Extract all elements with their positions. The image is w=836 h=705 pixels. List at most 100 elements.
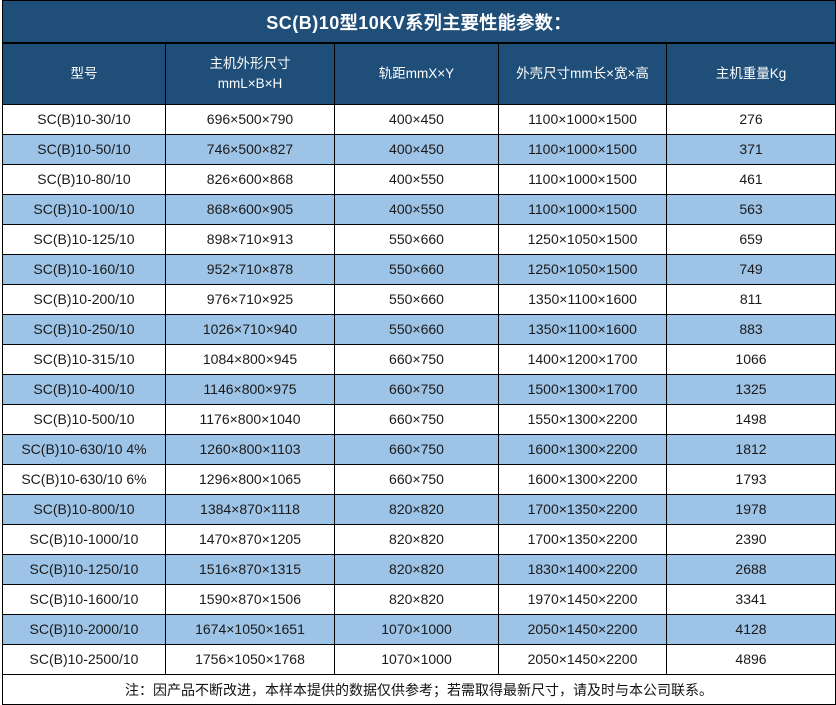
cell-host-dimensions: 952×710×878 [166, 255, 335, 284]
cell-shell-dimensions: 1400×1200×1700 [499, 345, 667, 374]
cell-host-dimensions: 1590×870×1506 [166, 585, 335, 614]
table-row: SC(B)10-400/10 1146×800×975 660×750 1500… [3, 375, 835, 405]
cell-model: SC(B)10-80/10 [3, 165, 166, 194]
table-row: SC(B)10-1250/10 1516×870×1315 820×820 18… [3, 555, 835, 585]
cell-host-dimensions: 1026×710×940 [166, 315, 335, 344]
cell-model: SC(B)10-800/10 [3, 495, 166, 524]
table-row: SC(B)10-800/10 1384×870×1118 820×820 170… [3, 495, 835, 525]
cell-shell-dimensions: 1600×1300×2200 [499, 465, 667, 494]
cell-shell-dimensions: 2050×1450×2200 [499, 645, 667, 674]
spec-table: 型号 主机外形尺寸 mmL×B×H 轨距mmX×Y 外壳尺寸mm长×宽×高 主机… [2, 43, 836, 705]
cell-rail-gauge: 400×550 [335, 165, 499, 194]
cell-model: SC(B)10-315/10 [3, 345, 166, 374]
header-weight: 主机重量Kg [715, 66, 787, 82]
cell-shell-dimensions: 1830×1400×2200 [499, 555, 667, 584]
cell-weight: 811 [739, 291, 763, 308]
table-row: SC(B)10-1600/10 1590×870×1506 820×820 19… [3, 585, 835, 615]
cell-rail-gauge: 820×820 [335, 525, 499, 554]
cell-weight: 659 [739, 231, 763, 248]
cell-model: SC(B)10-2500/10 [3, 645, 166, 674]
cell-model: SC(B)10-250/10 [3, 315, 166, 344]
cell-model: SC(B)10-2000/10 [3, 615, 166, 644]
cell-rail-gauge: 820×820 [335, 555, 499, 584]
cell-rail-gauge: 400×550 [335, 195, 499, 224]
cell-weight: 883 [739, 321, 763, 338]
cell-host-dimensions: 1674×1050×1651 [166, 615, 335, 644]
cell-rail-gauge: 1070×1000 [335, 615, 499, 644]
cell-rail-gauge: 820×820 [335, 495, 499, 524]
cell-host-dimensions: 1146×800×975 [166, 375, 335, 404]
cell-host-dimensions: 868×600×905 [166, 195, 335, 224]
cell-weight: 2390 [735, 531, 767, 548]
cell-weight: 3341 [735, 591, 767, 608]
table-row: SC(B)10-2500/10 1756×1050×1768 1070×1000… [3, 645, 835, 675]
table-row: SC(B)10-630/10 4% 1260×800×1103 660×750 … [3, 435, 835, 465]
table-row: SC(B)10-315/10 1084×800×945 660×750 1400… [3, 345, 835, 375]
cell-host-dimensions: 1260×800×1103 [166, 435, 335, 464]
table-row: SC(B)10-125/10 898×710×913 550×660 1250×… [3, 225, 835, 255]
cell-rail-gauge: 550×660 [335, 225, 499, 254]
cell-model: SC(B)10-1600/10 [3, 585, 166, 614]
cell-model: SC(B)10-630/10 6% [3, 465, 166, 494]
cell-model: SC(B)10-30/10 [3, 105, 166, 134]
cell-rail-gauge: 660×750 [335, 345, 499, 374]
cell-rail-gauge: 660×750 [335, 375, 499, 404]
cell-weight: 1498 [735, 411, 767, 428]
cell-weight: 1812 [735, 441, 767, 458]
table-header-row: 型号 主机外形尺寸 mmL×B×H 轨距mmX×Y 外壳尺寸mm长×宽×高 主机… [3, 44, 835, 105]
footer-note: 注：因产品不断改进，本样本提供的数据仅供参考；若需取得最新尺寸，请及时与本公司联… [3, 675, 835, 704]
cell-weight: 276 [739, 111, 763, 128]
table-row: SC(B)10-80/10 826×600×868 400×550 1100×1… [3, 165, 835, 195]
table-row: SC(B)10-500/10 1176×800×1040 660×750 155… [3, 405, 835, 435]
cell-weight: 1793 [735, 471, 767, 488]
cell-model: SC(B)10-125/10 [3, 225, 166, 254]
cell-shell-dimensions: 1250×1050×1500 [499, 225, 667, 254]
cell-rail-gauge: 400×450 [335, 105, 499, 134]
cell-shell-dimensions: 1100×1000×1500 [499, 195, 667, 224]
cell-model: SC(B)10-1250/10 [3, 555, 166, 584]
cell-shell-dimensions: 2050×1450×2200 [499, 615, 667, 644]
cell-shell-dimensions: 1700×1350×2200 [499, 525, 667, 554]
header-model: 型号 [3, 44, 166, 104]
cell-model: SC(B)10-500/10 [3, 405, 166, 434]
cell-host-dimensions: 1516×870×1315 [166, 555, 335, 584]
cell-weight: 749 [739, 261, 763, 278]
cell-shell-dimensions: 1100×1000×1500 [499, 135, 667, 164]
cell-host-dimensions: 1176×800×1040 [166, 405, 335, 434]
cell-host-dimensions: 1756×1050×1768 [166, 645, 335, 674]
table-row: SC(B)10-50/10 746×500×827 400×450 1100×1… [3, 135, 835, 165]
cell-model: SC(B)10-160/10 [3, 255, 166, 284]
page-title: SC(B)10型10KV系列主要性能参数： [2, 0, 836, 43]
cell-rail-gauge: 550×660 [335, 315, 499, 344]
cell-host-dimensions: 1384×870×1118 [166, 495, 335, 524]
header-shell-dimensions: 外壳尺寸mm长×宽×高 [499, 44, 667, 104]
cell-rail-gauge: 820×820 [335, 585, 499, 614]
table-row: SC(B)10-250/10 1026×710×940 550×660 1350… [3, 315, 835, 345]
cell-rail-gauge: 660×750 [335, 465, 499, 494]
cell-weight: 2688 [735, 561, 767, 578]
cell-host-dimensions: 1084×800×945 [166, 345, 335, 374]
cell-shell-dimensions: 1100×1000×1500 [499, 165, 667, 194]
header-host-dimensions: 主机外形尺寸 mmL×B×H [166, 44, 335, 104]
cell-model: SC(B)10-100/10 [3, 195, 166, 224]
cell-weight: 4896 [735, 651, 767, 668]
cell-host-dimensions: 1296×800×1065 [166, 465, 335, 494]
cell-weight: 1325 [735, 381, 767, 398]
cell-rail-gauge: 660×750 [335, 405, 499, 434]
cell-weight: 1066 [735, 351, 767, 368]
cell-weight: 563 [739, 201, 763, 218]
table-body: SC(B)10-30/10 696×500×790 400×450 1100×1… [3, 105, 835, 675]
cell-rail-gauge: 400×450 [335, 135, 499, 164]
cell-weight: 461 [739, 171, 763, 188]
cell-shell-dimensions: 1970×1450×2200 [499, 585, 667, 614]
table-row: SC(B)10-2000/10 1674×1050×1651 1070×1000… [3, 615, 835, 645]
header-rail-gauge: 轨距mmX×Y [335, 44, 499, 104]
table-row: SC(B)10-630/10 6% 1296×800×1065 660×750 … [3, 465, 835, 495]
cell-weight: 4128 [735, 621, 767, 638]
cell-model: SC(B)10-400/10 [3, 375, 166, 404]
cell-shell-dimensions: 1500×1300×1700 [499, 375, 667, 404]
table-row: SC(B)10-160/10 952×710×878 550×660 1250×… [3, 255, 835, 285]
table-row: SC(B)10-100/10 868×600×905 400×550 1100×… [3, 195, 835, 225]
cell-shell-dimensions: 1550×1300×2200 [499, 405, 667, 434]
